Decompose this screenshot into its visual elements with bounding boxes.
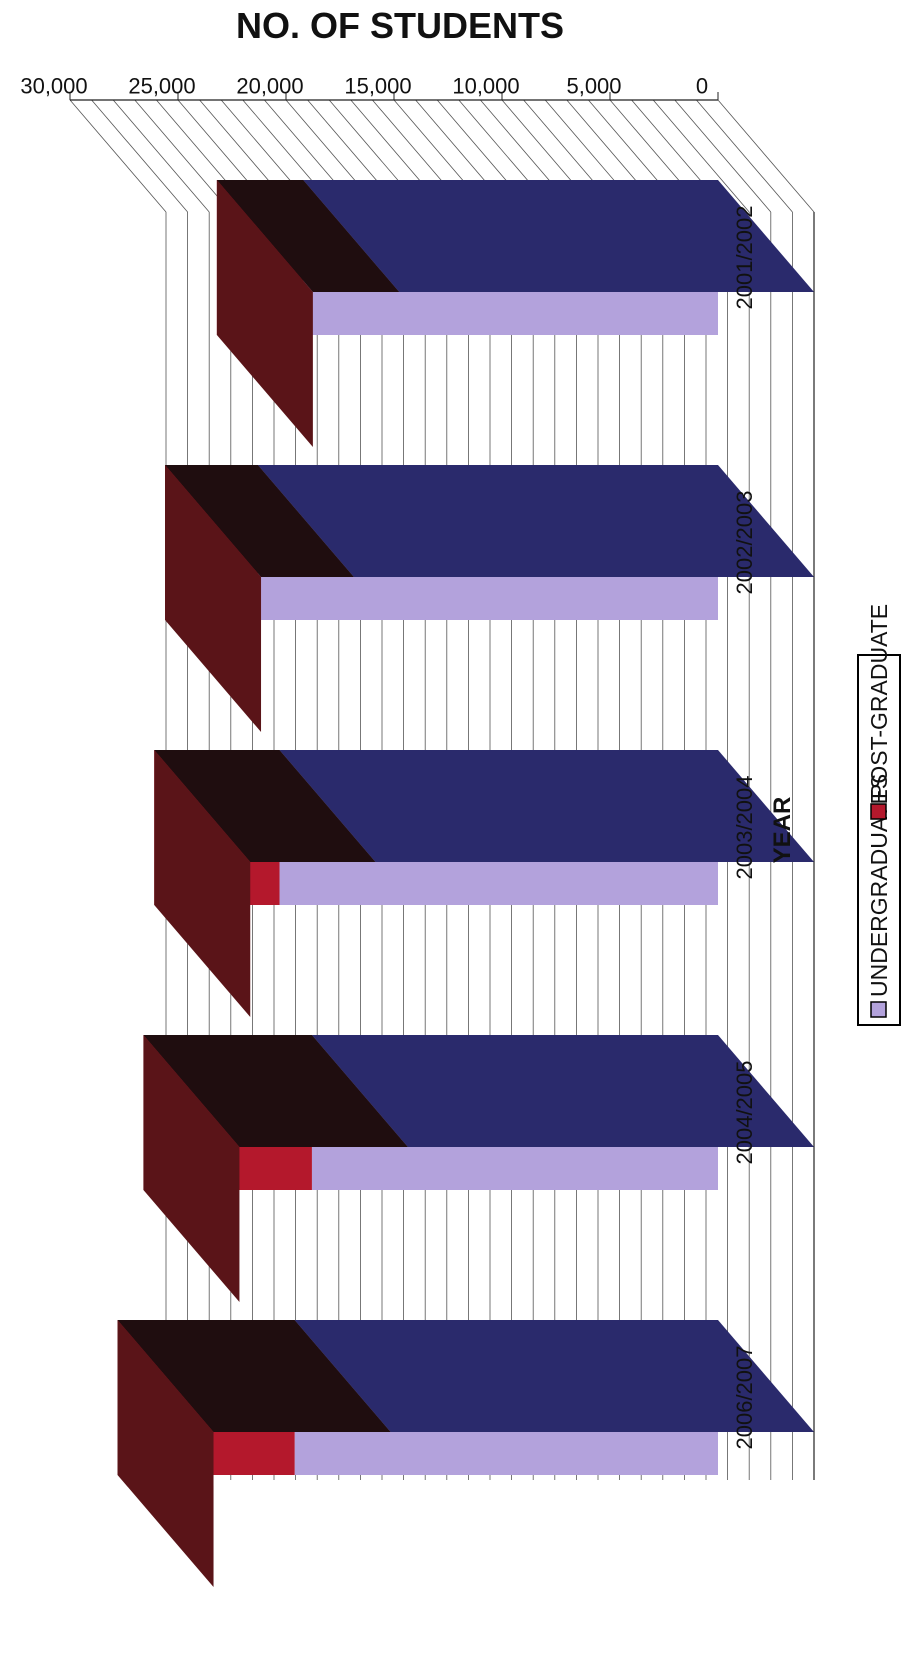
bar-group: [165, 465, 814, 732]
legend: UNDERGRADUATES POST-GRADUATE: [857, 604, 901, 1026]
x-tick-label: 2003/2004: [732, 776, 757, 880]
bar-depth-face: [303, 180, 814, 292]
x-axis-title: YEAR: [769, 797, 796, 864]
bar-depth-face: [216, 180, 400, 292]
grid-floor-line: [112, 99, 210, 213]
y-tick-label: 5,000: [566, 74, 621, 99]
y-tick-label: 20,000: [236, 74, 303, 99]
x-tick-label: 2001/2002: [732, 206, 757, 310]
bar-cap: [154, 750, 251, 1017]
bar-group: [143, 1035, 814, 1302]
x-tick-label: 2004/2005: [732, 1061, 757, 1165]
y-tick-label: 15,000: [344, 74, 411, 99]
legend-swatch-undergraduates: [870, 1001, 887, 1018]
bar-cap: [117, 1320, 214, 1587]
bar-depth-face: [154, 750, 376, 862]
x-tick-label: 2002/2003: [732, 491, 757, 595]
y-tick-label: 30,000: [20, 74, 87, 99]
grid-floor-line: [717, 99, 815, 213]
bar-cap: [143, 1035, 240, 1302]
x-tick-label: 2006/2007: [732, 1346, 757, 1450]
bar-group: [154, 750, 814, 1017]
bar-depth-face: [311, 1035, 814, 1147]
bar-cap: [165, 465, 262, 732]
y-tick-label: 0: [696, 74, 708, 99]
bar-depth-face: [279, 750, 814, 862]
bar-depth-face: [165, 465, 354, 577]
bar-depth-face: [257, 465, 814, 577]
legend-label-post-graduate: POST-GRADUATE: [866, 604, 892, 799]
bar-depth-face: [294, 1320, 814, 1432]
y-tick-label: 10,000: [452, 74, 519, 99]
grid-floor-line: [69, 99, 167, 213]
bar-depth-face: [117, 1320, 391, 1432]
plot-area: [69, 92, 815, 1587]
bar-depth-face: [143, 1035, 408, 1147]
grid-floor-line: [652, 99, 750, 213]
legend-swatch-post-graduate: [870, 803, 887, 820]
axes: NO. OF STUDENTS YEAR 0 5,000 10,000 15,000 2…: [20, 5, 796, 1450]
legend-frame: [857, 654, 901, 1026]
grid-floor-line: [674, 99, 772, 213]
grid-floor-line: [134, 99, 232, 213]
bar-group: [117, 1320, 814, 1587]
grid-floor-line: [696, 99, 793, 213]
y-axis-title: NO. OF STUDENTS: [236, 5, 564, 46]
y-tick-label: 25,000: [128, 74, 195, 99]
grid-floor-line: [91, 99, 188, 213]
bar-cap: [216, 180, 313, 447]
bar-group: [216, 180, 814, 447]
